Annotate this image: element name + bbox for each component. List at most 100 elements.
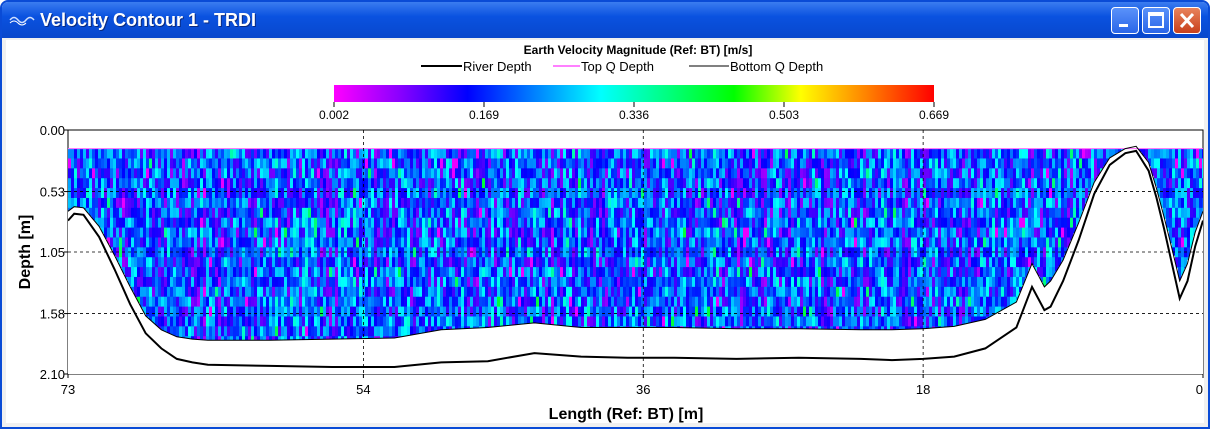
heatmap-cell (803, 237, 807, 248)
heatmap-cell (371, 257, 375, 268)
heatmap-cell (389, 336, 393, 339)
heatmap-cell (713, 286, 717, 298)
heatmap-cell (587, 148, 591, 159)
heatmap-cell (344, 188, 348, 199)
heatmap-cell (665, 188, 669, 199)
heatmap-cell (773, 197, 777, 209)
heatmap-cell (767, 178, 771, 189)
heatmap-cell (134, 188, 138, 199)
heatmap-cell (677, 188, 681, 199)
heatmap-cell (707, 197, 711, 209)
heatmap-cell (215, 276, 219, 288)
heatmap-cell (677, 306, 681, 317)
heatmap-cell (593, 316, 597, 327)
heatmap-cell (422, 267, 426, 278)
heatmap-cell (731, 207, 735, 219)
heatmap-cell (845, 148, 849, 159)
heatmap-cell (647, 306, 651, 317)
heatmap-cell (467, 326, 471, 329)
heatmap-cell (143, 267, 147, 278)
heatmap-cell (455, 178, 459, 189)
heatmap-cell (479, 207, 483, 219)
heatmap-cell (560, 158, 564, 169)
heatmap-cell (572, 168, 576, 179)
heatmap-cell (83, 188, 87, 199)
heatmap-cell (275, 158, 279, 169)
heatmap-cell (167, 306, 171, 317)
heatmap-cell (788, 257, 792, 268)
heatmap-cell (284, 207, 288, 219)
heatmap-cell (188, 286, 192, 298)
maximize-button[interactable] (1142, 7, 1170, 34)
heatmap-cell (731, 247, 735, 258)
heatmap-cell (833, 306, 837, 317)
heatmap-cell (845, 207, 849, 219)
heatmap-cell (581, 296, 585, 308)
heatmap-cell (533, 217, 537, 229)
heatmap-cell (803, 257, 807, 268)
heatmap-cell (557, 296, 561, 308)
heatmap-cell (200, 178, 204, 189)
heatmap-cell (476, 257, 480, 268)
heatmap-cell (281, 247, 285, 258)
heatmap-cell (251, 247, 255, 258)
heatmap-cell (521, 267, 525, 278)
heatmap-cell (398, 227, 402, 238)
heatmap-cell (74, 188, 78, 199)
heatmap-cell (644, 158, 648, 169)
heatmap-cell (800, 158, 804, 169)
heatmap-cell (572, 227, 576, 238)
heatmap-cell (209, 148, 213, 159)
heatmap-cell (599, 227, 603, 238)
heatmap-cell (620, 158, 624, 169)
heatmap-cell (848, 267, 852, 278)
heatmap-cell (467, 257, 471, 268)
heatmap-cell (452, 326, 456, 330)
heatmap-cell (764, 168, 768, 179)
heatmap-cell (710, 217, 714, 229)
heatmap-cell (740, 257, 744, 268)
heatmap-cell (644, 286, 648, 298)
heatmap-cell (860, 267, 864, 278)
heatmap-cell (491, 267, 495, 278)
heatmap-cell (239, 257, 243, 268)
heatmap-cell (122, 197, 126, 209)
heatmap-cell (353, 276, 357, 288)
heatmap-cell (473, 286, 477, 298)
heatmap-cell (218, 207, 222, 219)
heatmap-cell (260, 296, 264, 308)
heatmap-cell (152, 207, 156, 219)
heatmap-cell (533, 158, 537, 169)
heatmap-cell (212, 188, 216, 199)
heatmap-cell (137, 178, 141, 189)
heatmap-cell (302, 237, 306, 248)
minimize-button[interactable] (1111, 7, 1139, 34)
close-button[interactable] (1173, 7, 1201, 34)
heatmap-cell (194, 276, 198, 288)
heatmap-cell (815, 178, 819, 189)
heatmap-cell (836, 237, 840, 248)
heatmap-cell (104, 197, 108, 209)
heatmap-cell (740, 148, 744, 159)
heatmap-cell (239, 217, 243, 229)
heatmap-cell (794, 257, 798, 268)
title-bar[interactable]: Velocity Contour 1 - TRDI (2, 2, 1208, 38)
heatmap-cell (482, 148, 486, 159)
heatmap-cell (305, 326, 309, 337)
heatmap-cell (476, 326, 480, 329)
heatmap-cell (356, 276, 360, 288)
heatmap-cell (536, 237, 540, 248)
heatmap-cell (215, 257, 219, 268)
heatmap-cell (101, 197, 105, 209)
heatmap-cell (296, 227, 300, 238)
heatmap-cell (389, 237, 393, 248)
heatmap-cell (335, 197, 339, 209)
heatmap-cell (545, 168, 549, 179)
heatmap-cell (479, 158, 483, 169)
heatmap-cell (605, 296, 609, 308)
heatmap-cell (155, 247, 159, 258)
heatmap-cell (419, 148, 423, 159)
heatmap-cell (353, 227, 357, 238)
heatmap-cell (119, 217, 123, 229)
heatmap-cell (551, 178, 555, 189)
